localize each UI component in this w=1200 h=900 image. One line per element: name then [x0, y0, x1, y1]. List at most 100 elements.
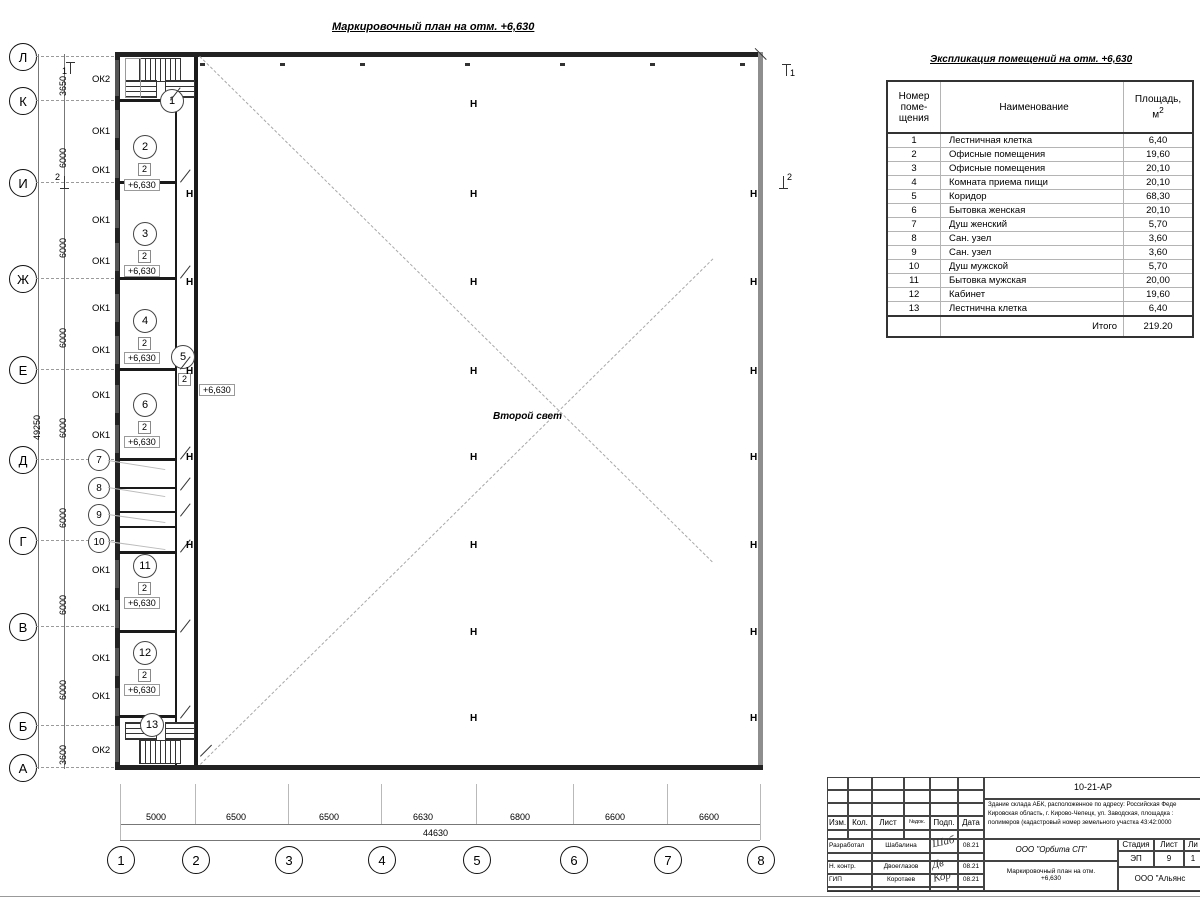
grid-bubble-5[interactable]: 5: [463, 846, 491, 874]
room-bubble-4[interactable]: 4: [133, 309, 157, 333]
header-area-sup: 2: [1159, 104, 1164, 115]
stamp-blank-r1c4: [904, 777, 930, 790]
grid-bubble-I[interactable]: И: [9, 169, 37, 197]
room-number-cell: 1: [886, 132, 941, 148]
grid-bubble-8[interactable]: 8: [747, 846, 775, 874]
warehouse-diagonal-1: [199, 56, 713, 563]
grid-bubble-V[interactable]: В: [9, 613, 37, 641]
stamp-object-line2: Кировская область, г. Кирово-Чепецк, ул.…: [988, 810, 1174, 817]
window-label-ok1-7: ОК1: [92, 390, 111, 401]
table-row: 8 Сан. узел 3,60: [886, 231, 1194, 246]
axis-line-K: [36, 100, 114, 101]
axis-line-ZH: [36, 278, 114, 279]
stamp-sign-cell-3: [930, 874, 958, 887]
window-band-12: [115, 688, 119, 716]
grid-bubble-G[interactable]: Г: [9, 527, 37, 555]
building-wall-bottom: [115, 765, 763, 770]
axis-line-V: [36, 626, 114, 627]
room-name-cell: Лестнична клетка: [940, 301, 1124, 317]
room-bubble-6[interactable]: 6: [133, 393, 157, 417]
room-number-cell: 5: [886, 189, 941, 204]
grid-bubble-K[interactable]: К: [9, 87, 37, 115]
dim-v-6000-5: 6000: [58, 507, 68, 528]
column-mark-l5: H: [186, 540, 194, 551]
door-swing-6: [180, 503, 191, 517]
window-band-9: [115, 560, 119, 588]
stamp-col-ndok: №док.: [904, 816, 930, 830]
stamp-object-box: [984, 799, 1200, 839]
room-bubble-11[interactable]: 11: [133, 554, 157, 578]
dim-h-6600-1: 6600: [605, 812, 626, 822]
stamp-blank-r3c6: [958, 803, 984, 816]
room-number-cell: 4: [886, 175, 941, 190]
room-bubble-5[interactable]: 5: [171, 345, 195, 369]
grid-bubble-1[interactable]: 1: [107, 846, 135, 874]
stamp-blank-r5c5: [930, 830, 958, 839]
room-bubble-8[interactable]: 8: [88, 477, 110, 499]
section-mark-1-right[interactable]: 1: [790, 68, 796, 78]
room-bubble-12[interactable]: 12: [133, 641, 157, 665]
stair-flight-bot-3: [165, 722, 195, 740]
room-area-cell: 20,00: [1123, 273, 1194, 288]
grid-bubble-A[interactable]: А: [9, 754, 37, 782]
room-bubble-7[interactable]: 7: [88, 449, 110, 471]
room-bubble-10[interactable]: 10: [88, 531, 110, 553]
room-name-cell: Комната приема пищи: [940, 175, 1124, 190]
section-mark-2-right[interactable]: 2: [787, 172, 793, 182]
section-mark-2-left[interactable]: 2: [55, 172, 61, 182]
column-mark-r6: H: [750, 627, 758, 638]
axis-line-D: [36, 459, 114, 460]
stamp-blank-r2c4: [904, 790, 930, 803]
dim-h-total: 44630: [423, 828, 449, 838]
room-area-cell: 20,10: [1123, 203, 1194, 218]
grid-bubble-3[interactable]: 3: [275, 846, 303, 874]
section-mark-2-right-head: [779, 188, 788, 189]
column-mark-6: H: [470, 540, 478, 551]
room-area-cell: 20,10: [1123, 161, 1194, 176]
grid-bubble-ZH[interactable]: Ж: [9, 265, 37, 293]
table-row: 5 Коридор 68,30: [886, 189, 1194, 204]
dim-chain-total-v: [38, 54, 39, 769]
partition-room-8-9: [119, 511, 177, 513]
room-bubble-9[interactable]: 9: [88, 504, 110, 526]
axis-line-B: [36, 725, 114, 726]
grid-bubble-6[interactable]: 6: [560, 846, 588, 874]
total-empty-cell: [886, 315, 941, 338]
stamp-blank-r3c4: [904, 803, 930, 816]
window-band-1: [115, 110, 119, 138]
grid-bubble-E[interactable]: Е: [9, 356, 37, 384]
grid-bubble-D[interactable]: Д: [9, 446, 37, 474]
stamp-name-korotaev: Коротаев: [872, 874, 930, 887]
dim-ext-3: [288, 784, 289, 824]
grid-bubble-B[interactable]: Б: [9, 712, 37, 740]
room-bubble-13[interactable]: 13: [140, 713, 164, 737]
section-mark-2-left-tail: [64, 176, 65, 188]
section-mark-1-left[interactable]: 1: [62, 66, 68, 76]
partition-room-11-12: [119, 630, 177, 633]
room-bubble-2[interactable]: 2: [133, 135, 157, 159]
grid-bubble-4[interactable]: 4: [368, 846, 396, 874]
section-mark-2-left-head: [60, 188, 69, 189]
dim-chain-outer-v: [64, 54, 65, 769]
grid-bubble-L[interactable]: Л: [9, 43, 37, 71]
dim-h-6500-1: 6500: [226, 812, 247, 822]
floor-type-tag-2e: 2: [138, 421, 152, 434]
section-mark-1-left-tail: [70, 62, 71, 74]
window-label-ok1-8: ОК1: [92, 430, 111, 441]
stamp-stage-label: Стадия: [1118, 839, 1154, 851]
window-label-ok1-3: ОК1: [92, 215, 111, 226]
axis-line-G: [36, 540, 114, 541]
grid-bubble-7[interactable]: 7: [654, 846, 682, 874]
room-area-cell: 5,70: [1123, 217, 1194, 232]
inner-wall-longitudinal: [194, 57, 198, 765]
stamp-blank-r3c2: [848, 803, 872, 816]
room-area-cell: 6,40: [1123, 301, 1194, 317]
grid-bubble-2[interactable]: 2: [182, 846, 210, 874]
stamp-blank-r5c2: [848, 830, 872, 839]
column-mark-2: H: [470, 189, 478, 200]
stamp-designer-org: ООО "Орбита СП": [984, 839, 1118, 861]
room-bubble-3[interactable]: 3: [133, 222, 157, 246]
room-area-cell: 5,70: [1123, 259, 1194, 274]
elevation-tag-3: +6,630: [124, 352, 160, 364]
room-bubble-1[interactable]: 1: [160, 89, 184, 113]
